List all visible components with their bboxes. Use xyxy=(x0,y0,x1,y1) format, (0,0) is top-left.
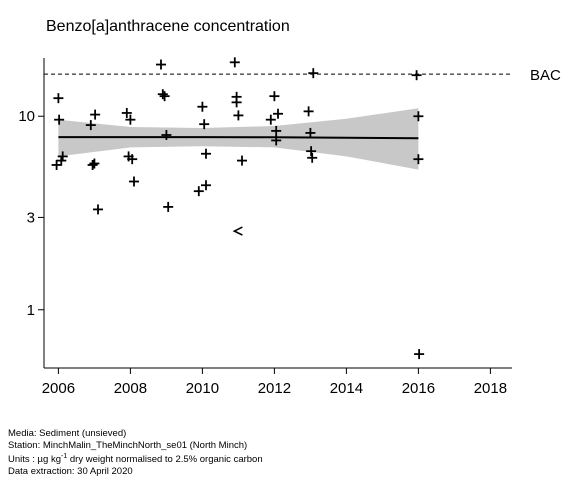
data-point xyxy=(271,125,282,136)
data-point xyxy=(53,93,64,104)
footer-media: Media: Sediment (unsieved) xyxy=(8,428,127,439)
data-point xyxy=(233,110,244,121)
x-tick-label: 2006 xyxy=(42,380,75,397)
data-point xyxy=(159,91,170,102)
data-point xyxy=(265,114,276,125)
data-point xyxy=(273,108,283,119)
data-point xyxy=(87,159,98,170)
chart-footer: Media: Sediment (unsieved) Station: Minc… xyxy=(8,428,263,477)
x-tick-label: 2012 xyxy=(258,380,291,397)
data-point xyxy=(201,180,211,191)
data-point xyxy=(85,120,96,131)
bac-label: BAC xyxy=(530,67,561,84)
data-point xyxy=(121,107,132,118)
x-tick-label: 2008 xyxy=(114,380,147,397)
data-point xyxy=(271,135,282,146)
data-point xyxy=(127,154,138,165)
data-point xyxy=(303,106,314,117)
y-tick-label: 1 xyxy=(27,302,35,319)
footer-units-suffix: dry weight normalised to 2.5% organic ca… xyxy=(67,454,263,466)
data-point xyxy=(156,59,166,70)
data-point xyxy=(125,114,136,125)
trend-line xyxy=(58,136,419,140)
data-point xyxy=(413,111,424,122)
footer-units: Units : µg kg-1 dry weight normalised to… xyxy=(8,451,263,466)
data-point xyxy=(307,152,318,163)
data-point xyxy=(306,146,317,157)
data-point xyxy=(93,204,103,215)
data-point xyxy=(414,349,425,360)
data-point xyxy=(51,159,62,170)
data-point xyxy=(413,154,424,165)
data-point xyxy=(229,57,240,68)
x-tick-label: 2018 xyxy=(474,380,507,397)
x-tick-label: 2014 xyxy=(330,380,363,397)
data-point xyxy=(237,155,247,166)
chart-title: Benzo[a]anthracene concentration xyxy=(46,18,290,35)
data-point xyxy=(197,101,208,112)
data-point xyxy=(157,89,168,100)
footer-extraction: Data extraction: 30 April 2020 xyxy=(8,465,133,477)
x-tick-label: 2010 xyxy=(186,380,219,397)
data-point xyxy=(411,70,422,81)
data-point xyxy=(193,186,204,197)
data-point xyxy=(269,91,280,102)
footer-station: Station: MinchMalin_TheMinchNorth_se01 (… xyxy=(8,439,248,451)
data-point xyxy=(231,97,242,108)
data-point xyxy=(163,201,174,212)
data-point xyxy=(129,176,139,187)
less-than-point xyxy=(232,226,243,236)
confidence-band xyxy=(58,108,419,170)
data-point xyxy=(199,119,210,130)
footer-units-prefix: Units : µg kg xyxy=(8,454,61,466)
data-point xyxy=(90,109,101,120)
data-point xyxy=(89,158,100,169)
data-point xyxy=(201,148,211,159)
data-point xyxy=(161,130,172,141)
footer-units-sup: -1 xyxy=(61,453,68,460)
y-tick-label: 3 xyxy=(27,209,35,226)
data-point xyxy=(54,114,65,125)
data-point xyxy=(57,151,68,162)
y-tick-label: 10 xyxy=(18,108,35,125)
x-tick-label: 2016 xyxy=(402,380,435,397)
data-point xyxy=(308,68,319,79)
data-point xyxy=(305,127,316,138)
chart-plot: BAC 2006 2008 2010 2012 2014 2016 2018 1 3 10 xyxy=(18,57,561,397)
